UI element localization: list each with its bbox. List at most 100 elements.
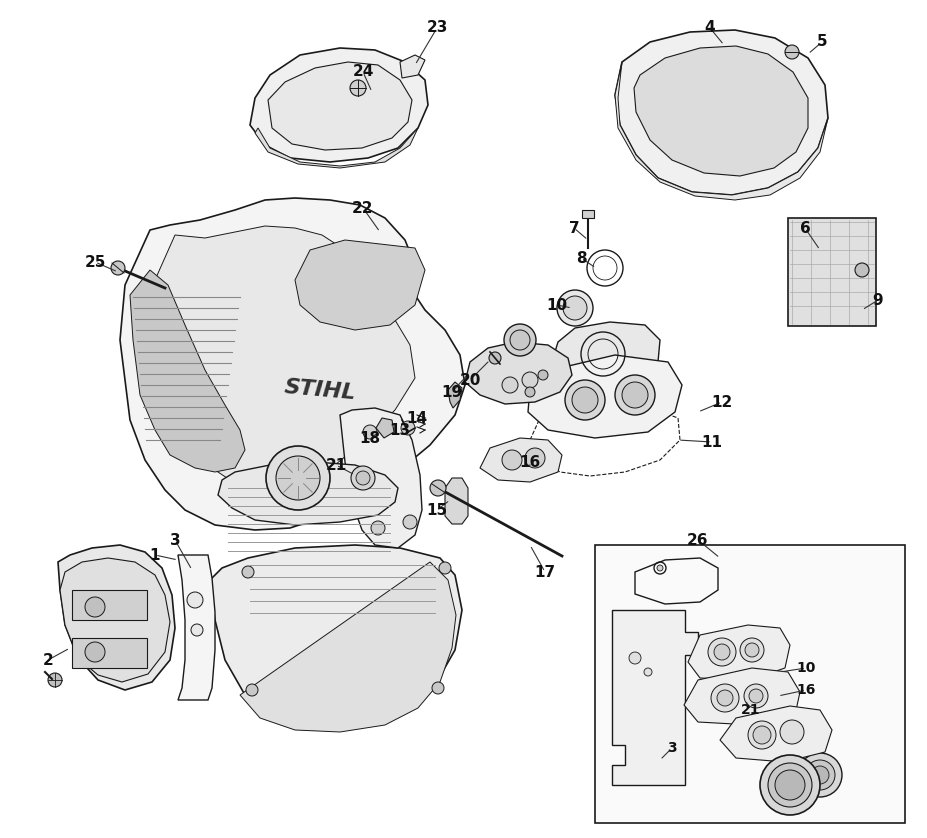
Circle shape [504,324,536,356]
Polygon shape [376,418,394,438]
Text: 14: 14 [406,411,427,426]
Circle shape [525,448,545,468]
Text: 20: 20 [459,373,481,387]
Circle shape [798,753,842,797]
Text: 1: 1 [150,547,160,562]
Circle shape [760,755,820,815]
Polygon shape [60,558,170,682]
Circle shape [85,597,105,617]
Circle shape [717,690,733,706]
Text: 16: 16 [519,454,540,469]
Polygon shape [58,545,175,690]
Text: 23: 23 [426,20,448,35]
Circle shape [191,624,203,636]
Circle shape [855,263,869,277]
Circle shape [811,766,829,784]
Polygon shape [255,128,418,168]
Circle shape [744,684,768,708]
Text: 11: 11 [702,434,722,449]
Circle shape [371,521,385,535]
Circle shape [276,456,320,500]
Circle shape [657,565,663,571]
Text: 25: 25 [84,255,106,270]
Circle shape [48,673,62,687]
Circle shape [615,375,655,415]
Text: 24: 24 [352,65,374,80]
Text: 5: 5 [817,34,827,49]
Circle shape [557,290,593,326]
Text: 22: 22 [352,200,374,215]
Bar [582,210,594,218]
Polygon shape [480,438,562,482]
Circle shape [740,638,764,662]
Circle shape [565,380,605,420]
Circle shape [489,352,501,364]
Text: 21: 21 [742,703,761,717]
Circle shape [403,515,417,529]
Bar [595,545,905,823]
Circle shape [351,466,375,490]
Text: 19: 19 [441,385,463,400]
Circle shape [644,668,652,676]
Bar [72,590,147,620]
Text: 8: 8 [576,251,586,266]
Circle shape [753,726,771,744]
Polygon shape [615,62,828,200]
Polygon shape [268,62,412,150]
Polygon shape [720,706,832,762]
Text: 6: 6 [800,220,810,235]
Circle shape [711,684,739,712]
Circle shape [522,372,538,388]
Circle shape [266,446,330,510]
Circle shape [111,261,125,275]
Text: STIHL: STIHL [284,377,357,403]
Polygon shape [130,270,245,472]
Polygon shape [210,545,462,730]
Circle shape [538,370,548,380]
Text: 3: 3 [667,741,677,755]
Circle shape [363,425,377,439]
Circle shape [629,652,641,664]
Text: 7: 7 [568,220,579,235]
Circle shape [502,377,518,393]
Polygon shape [400,55,425,78]
Text: 15: 15 [426,503,448,518]
Circle shape [622,382,648,408]
Circle shape [780,720,804,744]
Circle shape [246,684,258,696]
Polygon shape [448,382,462,408]
Text: 16: 16 [796,683,816,697]
Circle shape [350,80,366,96]
Circle shape [356,471,370,485]
Polygon shape [612,610,698,785]
Polygon shape [120,198,465,530]
Circle shape [805,760,835,790]
Polygon shape [150,226,415,488]
Polygon shape [250,48,428,162]
Polygon shape [634,46,808,176]
Circle shape [525,387,535,397]
Text: 2: 2 [43,653,54,668]
Circle shape [510,330,530,350]
Circle shape [785,45,799,59]
Circle shape [563,296,587,320]
Circle shape [775,770,805,800]
Polygon shape [340,408,422,548]
Text: 26: 26 [687,532,709,547]
Circle shape [714,644,730,660]
Text: 21: 21 [325,458,347,473]
Text: 18: 18 [360,431,381,446]
Polygon shape [295,240,425,330]
Circle shape [85,642,105,662]
Circle shape [502,450,522,470]
Circle shape [708,638,736,666]
Polygon shape [684,668,800,725]
Text: 13: 13 [389,422,411,437]
Circle shape [187,592,203,608]
Circle shape [745,643,759,657]
Polygon shape [218,462,398,525]
Circle shape [572,387,598,413]
Polygon shape [240,562,456,732]
Text: 9: 9 [872,292,883,308]
Circle shape [432,682,444,694]
